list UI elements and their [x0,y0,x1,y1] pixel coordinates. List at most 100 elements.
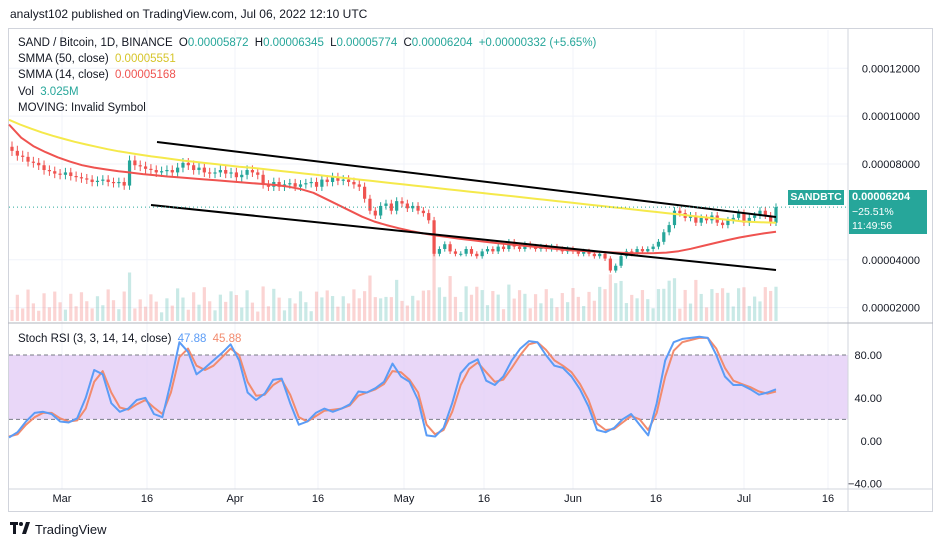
price-tick-label: 0.00004000 [862,255,920,267]
candle-body [122,181,126,186]
candle-body [598,253,602,257]
legend-close: 0.00006204 [411,37,473,49]
volume-bar [400,300,404,321]
legend-h-label: H [254,37,264,49]
volume-bar [555,307,559,321]
volume-bar [15,294,19,321]
volume-bar [667,280,671,321]
smma14-label: SMMA (14, close) [18,69,109,81]
volume-bar [363,291,367,321]
candle-body [133,160,137,166]
candle-body [293,183,297,187]
candle-body [373,210,377,216]
volume-bar [69,293,73,321]
candle-body [411,205,415,209]
candle-body [694,215,698,223]
candle-body [229,172,233,174]
candle-body [651,246,655,249]
volume-bar [614,283,618,321]
volume-bar [469,294,474,321]
volume-bar [523,293,527,321]
volume-bar [224,301,228,321]
candle-body [774,207,778,223]
candle-body [432,220,436,254]
volume-bar [111,300,116,321]
volume-bar [544,289,548,321]
volume-bar [245,290,249,321]
candle-body [79,177,84,179]
candle-body [37,162,41,166]
volume-bar [427,290,431,321]
volume-bar [31,303,35,321]
upper-trendline [156,141,777,218]
candle-body [758,210,762,216]
candle-body [672,210,677,226]
candle-body [662,232,666,242]
volume-bar [309,311,313,321]
volume-bar [646,299,650,321]
volume-bar [539,303,543,321]
candle-body [368,198,372,211]
volume-bar [533,294,538,321]
axes: Mar 16 Apr 16 May 16 Jun 16 Jul 160.000120000.000… [8,28,933,511]
volume-bar [517,290,522,321]
candle-body [325,179,329,182]
legend-open: 0.00005872 [187,37,249,49]
volume-bar [598,286,602,321]
candle-body [769,215,773,223]
candle-body [614,265,618,271]
volume-bar [293,303,297,321]
candle-body [400,201,404,204]
candle-body [389,203,393,211]
volume-bar [688,303,693,321]
candle-body [485,249,490,252]
smma14-value: 0.00005168 [114,69,176,81]
stoch-band [9,354,848,420]
candle-body [635,249,639,254]
volume-bars [10,227,778,321]
volume-bar [603,289,607,321]
stoch-tick-label: 0.00 [861,436,882,448]
volume-bar [176,288,180,321]
legend-l-label: L [330,37,337,49]
candle-body [475,253,479,257]
volume-bar [127,272,132,321]
volume-bar [720,288,725,321]
volume-bar [566,302,570,321]
legend-high: 0.00006345 [263,37,324,49]
moving-label: MOVING: Invalid Symbol [18,102,146,114]
smma14-line [8,123,777,255]
candle-body [53,171,57,174]
candle-body [63,172,68,175]
volume-bar [491,291,495,321]
volume-bar [379,298,383,321]
grid-lines [9,30,848,489]
stoch-k-line [8,335,777,439]
candle-body [608,258,612,271]
candle-body [678,210,682,214]
tradingview-brand[interactable]: TradingView [10,522,107,537]
candle-body [186,162,190,166]
volume-bar [480,290,484,321]
candle-body [352,181,356,185]
candle-body [576,251,580,254]
volume-bar [507,284,511,321]
x-tick-label: Mar [53,493,72,505]
candle-body [416,205,420,211]
volume-bar [453,296,458,321]
volume-bar [432,227,436,321]
volume-bar [90,308,94,321]
candle-body [480,251,484,257]
candle-body [731,217,735,221]
candle-body [250,170,255,173]
volume-bar [101,305,105,321]
stoch-tick-label: −40.00 [848,479,882,491]
x-tick-label: 16 [650,493,662,505]
candle-body [218,170,222,173]
volume-bar [95,296,100,321]
x-tick-label: 16 [478,493,490,505]
candle-body [165,170,169,172]
candle-body [346,179,351,182]
volume-bar [742,287,746,321]
